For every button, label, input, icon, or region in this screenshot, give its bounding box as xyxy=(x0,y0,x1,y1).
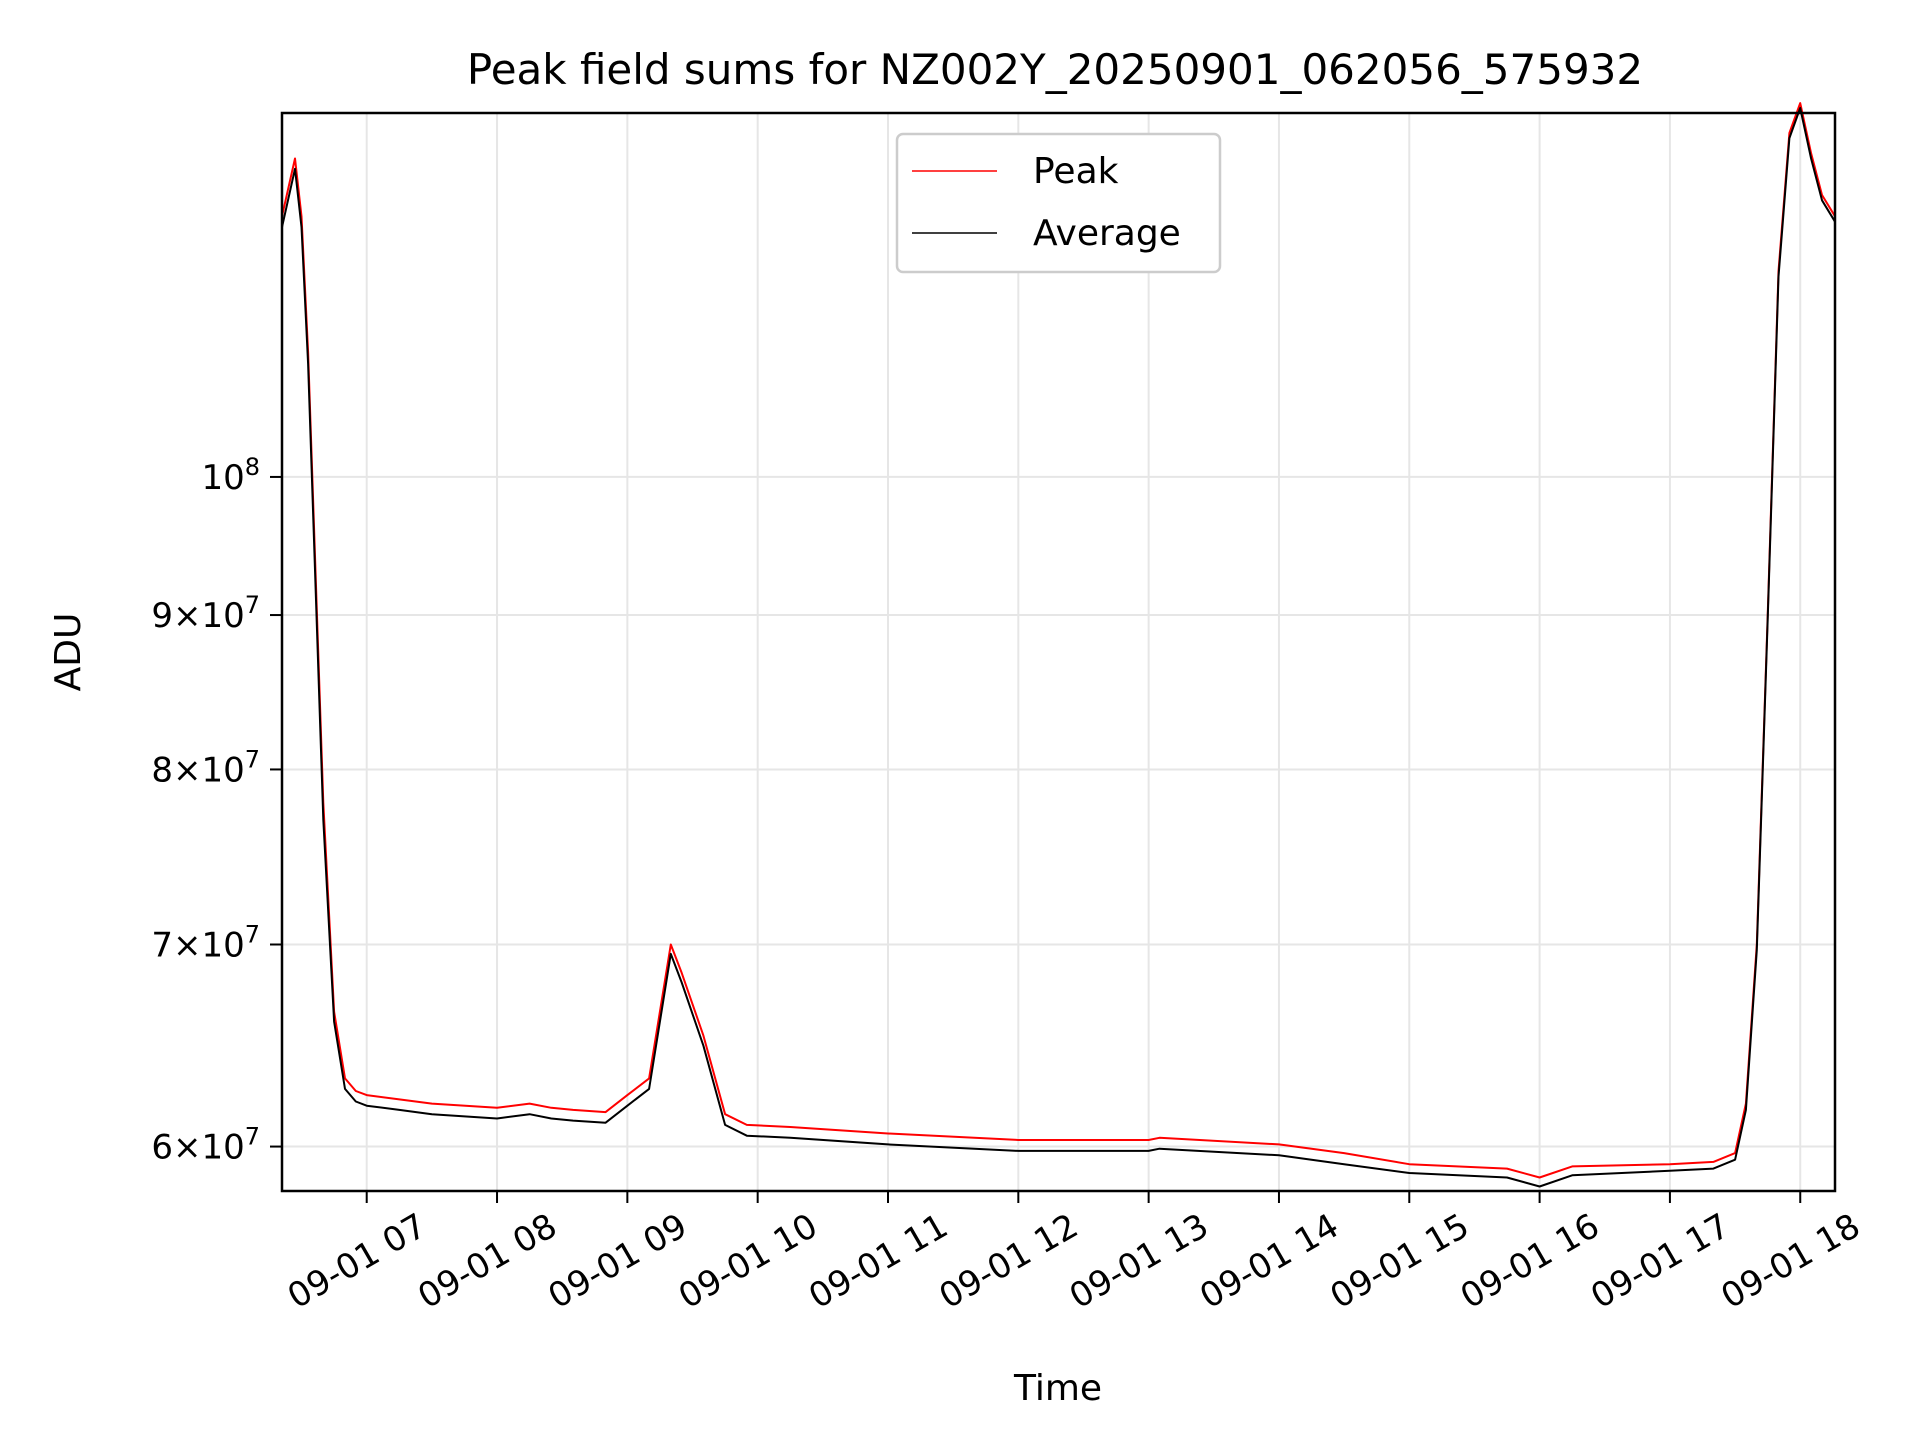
series-layer xyxy=(281,102,1836,1188)
plot-frame xyxy=(280,111,1837,1193)
x-axis-label: Time xyxy=(1013,1368,1102,1409)
y-tick-label: 7×107 xyxy=(151,920,260,965)
x-tick-label: 09-01 17 xyxy=(1584,1206,1736,1317)
legend-label-peak: Peak xyxy=(1033,151,1119,192)
y-tick-label: 6×107 xyxy=(151,1123,260,1168)
y-tick-label: 108 xyxy=(201,453,260,498)
chart-title: Peak field sums for NZ002Y_20250901_0620… xyxy=(467,45,1643,94)
x-tick-label: 09-01 07 xyxy=(281,1206,433,1317)
x-tick-label: 09-01 18 xyxy=(1715,1206,1867,1317)
y-axis-label: ADU xyxy=(48,613,89,692)
legend-box xyxy=(895,132,1222,274)
x-tick-label: 09-01 09 xyxy=(542,1206,694,1317)
series-line-average xyxy=(281,107,1836,1188)
y-tick-label: 8×107 xyxy=(151,745,260,790)
x-tick-label: 09-01 15 xyxy=(1324,1206,1476,1317)
x-tick-label: 09-01 10 xyxy=(672,1206,824,1317)
legend-label-average: Average xyxy=(1033,213,1181,254)
x-tick-label: 09-01 11 xyxy=(802,1206,954,1317)
y-tick-label: 9×107 xyxy=(151,591,260,636)
x-tick-label: 09-01 08 xyxy=(411,1206,563,1317)
x-tick-label: 09-01 13 xyxy=(1063,1206,1215,1317)
x-tick-label: 09-01 12 xyxy=(933,1206,1085,1317)
grid-layer xyxy=(282,113,1835,1191)
legend: Peak Average xyxy=(895,132,1222,274)
x-tick-label: 09-01 16 xyxy=(1454,1206,1606,1317)
x-tick-label: 09-01 14 xyxy=(1193,1206,1345,1317)
